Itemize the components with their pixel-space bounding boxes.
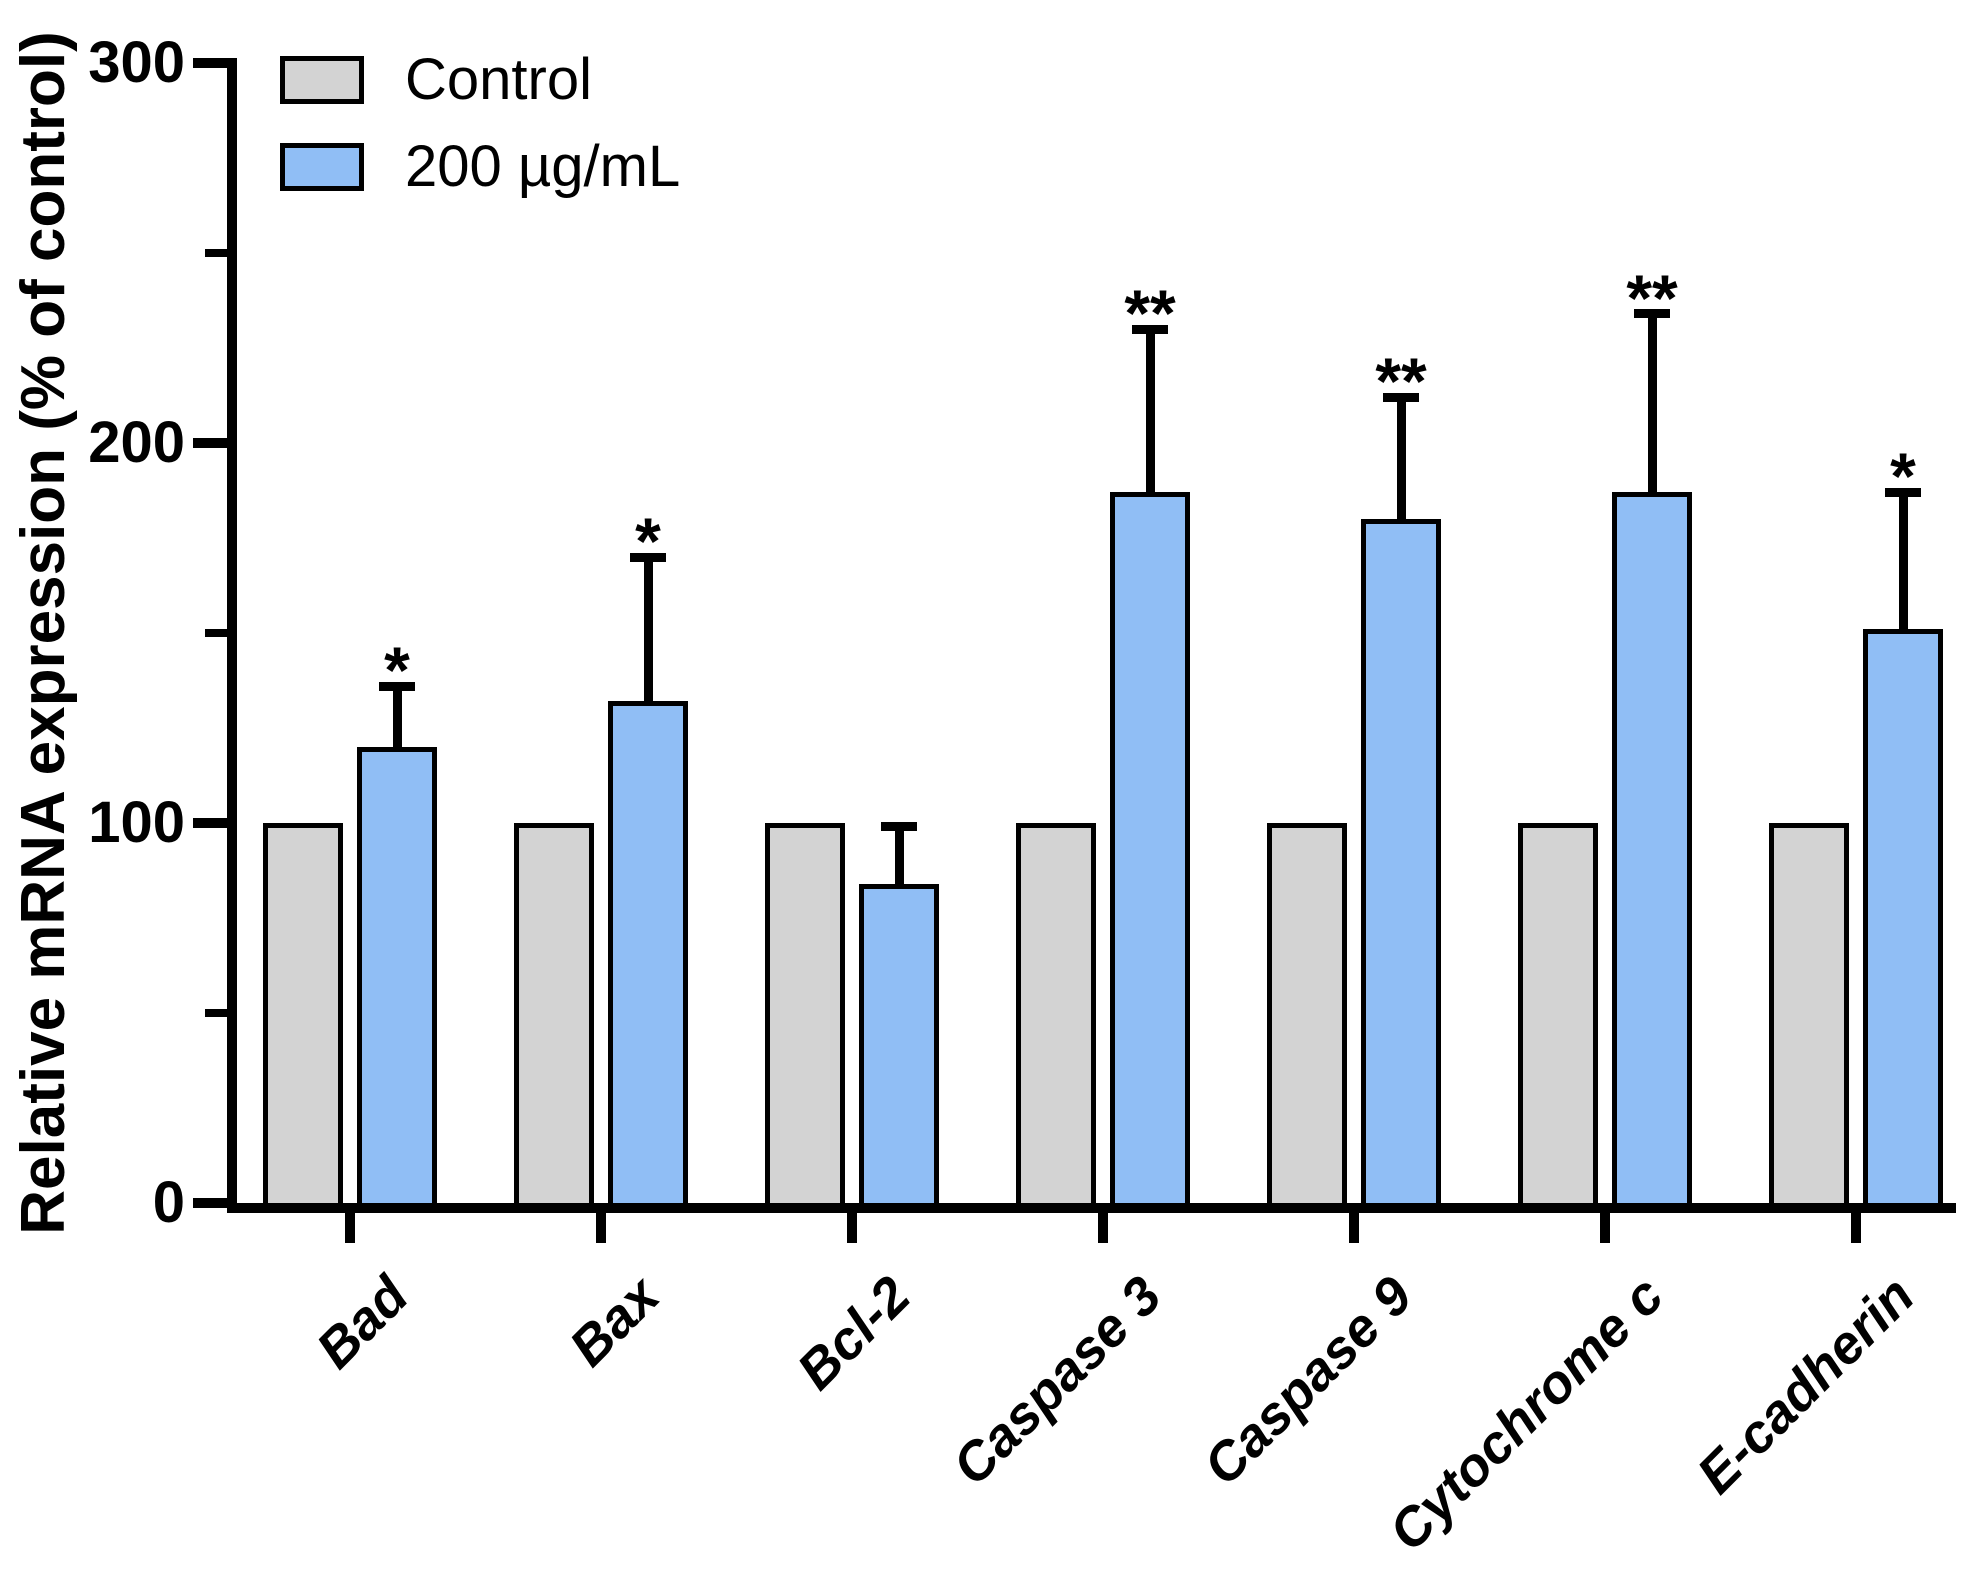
error-bar-cap-200 µg/mL-Bax (630, 552, 666, 562)
y-tick-label-0: 0 (152, 1170, 185, 1235)
x-tick-Bad (345, 1213, 355, 1243)
legend-label-treatment: 200 µg/mL (405, 134, 681, 199)
legend-swatch-control (280, 56, 364, 104)
x-tick-Cytochrome c (1600, 1213, 1610, 1243)
bar-200 µg/mL-Caspase 9 (1361, 519, 1441, 1210)
x-tick-Caspase 3 (1098, 1213, 1108, 1243)
y-minor-tick-150 (205, 629, 227, 637)
x-label-Bad: Bad (305, 1265, 420, 1380)
significance-marker-Caspase 9: ** (1375, 344, 1427, 419)
x-tick-E-cadherin (1851, 1213, 1861, 1243)
bar-200 µg/mL-Caspase 3 (1110, 492, 1190, 1210)
y-tick-label-100: 100 (88, 790, 185, 855)
legend-label-control: Control (405, 47, 592, 112)
x-label-E-cadherin: E-cadherin (1685, 1265, 1926, 1506)
x-tick-Bcl-2 (847, 1213, 857, 1243)
bar-Control-Bad (263, 823, 343, 1210)
bar-Control-Bax (514, 823, 594, 1210)
significance-marker-Cytochrome c: ** (1626, 260, 1678, 335)
bar-Control-Caspase 9 (1267, 823, 1347, 1210)
significance-marker-Bax: * (635, 504, 661, 578)
y-major-tick-0 (193, 1198, 227, 1208)
error-bar-cap-200 µg/mL-Caspase 9 (1383, 392, 1419, 402)
error-bar-cap-200 µg/mL-Caspase 3 (1132, 324, 1168, 334)
bar-Control-Caspase 3 (1016, 823, 1096, 1210)
y-major-tick-300 (193, 58, 227, 68)
x-label-Caspase 3: Caspase 3 (941, 1265, 1173, 1497)
y-major-tick-200 (193, 438, 227, 448)
x-label-Cytochrome c: Cytochrome c (1377, 1265, 1675, 1563)
y-tick-label-300: 300 (88, 30, 185, 95)
bar-Control-Bcl-2 (765, 823, 845, 1210)
x-label-Bcl-2: Bcl-2 (785, 1265, 922, 1402)
error-bar-cap-200 µg/mL-Cytochrome c (1634, 309, 1670, 319)
bar-200 µg/mL-E-cadherin (1863, 629, 1943, 1210)
error-bar-line-200 µg/mL-Cytochrome c (1647, 313, 1657, 518)
bar-200 µg/mL-Bad (357, 747, 437, 1210)
legend-swatch-treatment (280, 143, 364, 191)
y-axis-title: Relative mRNA expression (% of control) (9, 31, 78, 1235)
error-bar-line-200 µg/mL-Bcl-2 (894, 826, 904, 909)
significance-marker-Bad: * (384, 633, 410, 708)
y-minor-tick-250 (205, 249, 227, 257)
y-axis-line (227, 58, 237, 1213)
bar-200 µg/mL-Cytochrome c (1612, 492, 1692, 1210)
error-bar-line-200 µg/mL-Bad (392, 686, 402, 772)
x-label-Caspase 9: Caspase 9 (1192, 1265, 1424, 1497)
error-bar-line-200 µg/mL-Caspase 3 (1145, 329, 1155, 518)
y-tick-label-200: 200 (88, 410, 185, 475)
y-major-tick-100 (193, 818, 227, 828)
bar-200 µg/mL-Bax (608, 701, 688, 1210)
bar-Control-Cytochrome c (1518, 823, 1598, 1210)
significance-marker-Caspase 3: ** (1124, 276, 1176, 350)
error-bar-line-200 µg/mL-Caspase 9 (1396, 397, 1406, 544)
error-bar-cap-200 µg/mL-E-cadherin (1885, 487, 1921, 497)
y-minor-tick-50 (205, 1009, 227, 1017)
error-bar-line-200 µg/mL-E-cadherin (1898, 492, 1908, 655)
error-bar-cap-200 µg/mL-Bcl-2 (881, 822, 917, 832)
x-tick-Caspase 9 (1349, 1213, 1359, 1243)
x-label-Bax: Bax (558, 1265, 671, 1378)
error-bar-cap-200 µg/mL-Bad (379, 681, 415, 691)
significance-marker-E-cadherin: * (1890, 439, 1916, 514)
error-bar-line-200 µg/mL-Bax (643, 557, 653, 727)
x-tick-Bax (596, 1213, 606, 1243)
bar-200 µg/mL-Bcl-2 (859, 883, 939, 1210)
x-axis-line (227, 1203, 1956, 1213)
bar-Control-E-cadherin (1769, 823, 1849, 1210)
